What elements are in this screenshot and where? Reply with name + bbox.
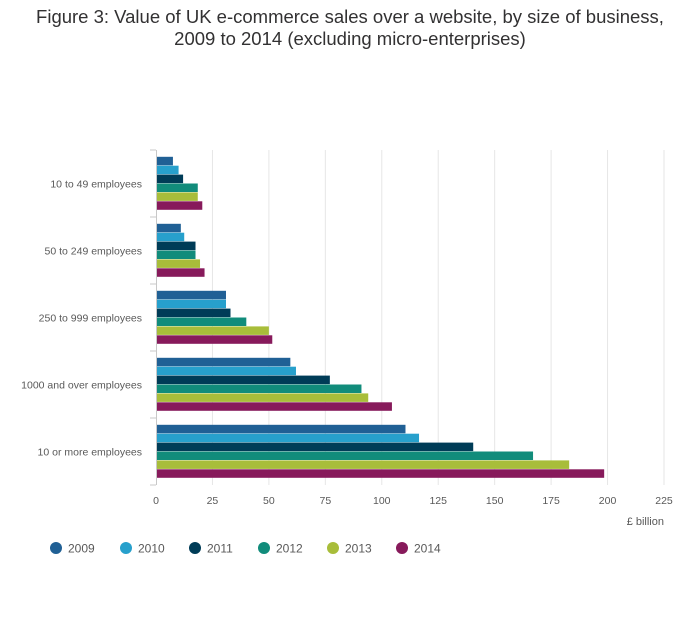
x-axis-label: £ billion (627, 516, 664, 528)
bar (157, 375, 330, 385)
x-tick-label: 175 (542, 495, 560, 507)
bar (157, 442, 474, 452)
bar (157, 241, 196, 251)
bar (157, 384, 362, 393)
bar (157, 299, 226, 309)
legend-label: 2012 (276, 542, 303, 556)
legend-swatch (120, 542, 132, 554)
bar (157, 192, 198, 201)
legend-label: 2014 (414, 542, 441, 556)
x-tick-label: 200 (599, 495, 617, 507)
bar (157, 424, 406, 434)
x-tick-label: 0 (153, 495, 159, 507)
bar (157, 259, 201, 268)
chart-title-line-1: Figure 3: Value of UK e-commerce sales o… (36, 6, 664, 27)
legend-label: 2011 (207, 542, 233, 556)
legend-swatch (258, 542, 270, 554)
bar (157, 326, 269, 335)
bar (157, 308, 231, 318)
bar (157, 366, 296, 376)
bar (157, 451, 534, 460)
bar (157, 433, 420, 443)
bar (157, 223, 181, 233)
y-tick-label: 10 to 49 employees (50, 179, 142, 191)
y-tick-label: 1000 and over employees (21, 380, 142, 392)
legend-label: 2009 (68, 542, 95, 556)
bar (157, 174, 184, 184)
x-tick-label: 100 (373, 495, 391, 507)
bar (157, 469, 605, 478)
bar (157, 250, 196, 259)
bar (157, 290, 226, 300)
chart-title-line-2: 2009 to 2014 (excluding micro-enterprise… (174, 28, 526, 49)
bar (157, 268, 205, 277)
bar (157, 183, 198, 192)
x-tick-label: 75 (319, 495, 331, 507)
bar (157, 357, 291, 367)
x-tick-label: 25 (207, 495, 219, 507)
chart-title: Figure 3: Value of UK e-commerce sales o… (0, 6, 700, 50)
y-tick-label: 10 or more employees (38, 447, 142, 459)
bar (157, 165, 179, 175)
y-tick-label: 50 to 249 employees (45, 246, 142, 258)
x-tick-label: 125 (429, 495, 447, 507)
bar (157, 317, 247, 326)
bar (157, 460, 570, 469)
legend-swatch (396, 542, 408, 554)
legend-swatch (327, 542, 339, 554)
x-tick-label: 225 (655, 495, 673, 507)
bar (157, 156, 173, 166)
legend-swatch (189, 542, 201, 554)
legend-label: 2010 (138, 542, 165, 556)
bar (157, 393, 369, 402)
y-tick-label: 250 to 999 employees (39, 313, 142, 325)
bar (157, 201, 203, 210)
x-tick-label: 150 (486, 495, 504, 507)
legend-swatch (50, 542, 62, 554)
x-tick-label: 50 (263, 495, 275, 507)
bar (157, 335, 273, 344)
legend-label: 2013 (345, 542, 372, 556)
bar (157, 402, 392, 411)
bar (157, 232, 185, 242)
